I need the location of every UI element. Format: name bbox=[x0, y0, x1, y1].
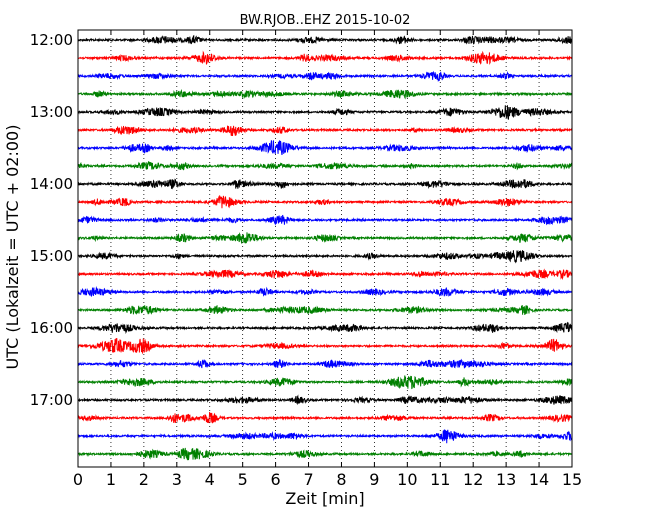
trace-line bbox=[77, 321, 573, 334]
trace-line bbox=[77, 50, 573, 65]
x-tick-label: 12 bbox=[463, 470, 483, 489]
trace-line bbox=[77, 70, 573, 83]
trace-line bbox=[77, 429, 573, 444]
trace-line bbox=[77, 214, 573, 226]
x-tick-label: 4 bbox=[205, 470, 215, 489]
trace-line bbox=[77, 194, 573, 209]
x-tick-label: 8 bbox=[336, 470, 346, 489]
trace-line bbox=[77, 268, 573, 281]
trace-line bbox=[77, 178, 573, 190]
x-tick-label: 13 bbox=[496, 470, 516, 489]
trace-line bbox=[77, 447, 573, 461]
trace-line bbox=[77, 139, 573, 156]
x-tick-label: 1 bbox=[106, 470, 116, 489]
x-tick-label: 7 bbox=[303, 470, 313, 489]
y-tick-labels: 12:00 13:00 14:00 15:00 16:00 17:00 bbox=[30, 31, 73, 409]
y-tick-label: 17:00 bbox=[30, 391, 73, 409]
grid-lines bbox=[110, 30, 540, 467]
axis-ticks bbox=[77, 30, 573, 467]
x-tick-label: 10 bbox=[397, 470, 417, 489]
trace-line bbox=[77, 105, 573, 120]
x-tick-label: 0 bbox=[73, 470, 83, 489]
trace-line bbox=[77, 338, 573, 355]
trace-line bbox=[77, 394, 573, 406]
x-tick-label: 3 bbox=[172, 470, 182, 489]
y-tick-label: 16:00 bbox=[30, 319, 73, 337]
chart-title: BW.RJOB..EHZ 2015-10-02 bbox=[240, 13, 411, 28]
x-axis-label: Zeit [min] bbox=[285, 489, 364, 508]
trace-line bbox=[77, 161, 573, 171]
trace-line bbox=[77, 304, 573, 315]
y-tick-label: 14:00 bbox=[30, 175, 73, 193]
trace-line bbox=[77, 34, 573, 45]
trace-line bbox=[77, 411, 573, 424]
trace-line bbox=[77, 286, 573, 297]
trace-line bbox=[77, 125, 573, 137]
x-tick-label: 5 bbox=[238, 470, 248, 489]
trace-line bbox=[77, 358, 573, 369]
y-tick-label: 12:00 bbox=[30, 31, 73, 49]
y-tick-label: 15:00 bbox=[30, 247, 73, 265]
y-axis-label: UTC (Lokalzeit = UTC + 02:00) bbox=[3, 125, 22, 370]
trace-line bbox=[77, 232, 573, 244]
trace-line bbox=[77, 375, 573, 390]
x-tick-label: 2 bbox=[139, 470, 149, 489]
x-tick-label: 6 bbox=[271, 470, 281, 489]
trace-line bbox=[77, 89, 573, 100]
x-tick-labels: 0 1 2 3 4 5 6 7 8 9 10 11 12 13 14 15 bbox=[73, 470, 582, 489]
trace-group bbox=[77, 34, 573, 461]
trace-line bbox=[77, 250, 573, 264]
x-tick-label: 14 bbox=[529, 470, 549, 489]
x-tick-label: 15 bbox=[562, 470, 582, 489]
plot-frame bbox=[77, 29, 573, 468]
x-tick-label: 11 bbox=[430, 470, 450, 489]
y-tick-label: 13:00 bbox=[30, 103, 73, 121]
x-tick-label: 9 bbox=[369, 470, 379, 489]
